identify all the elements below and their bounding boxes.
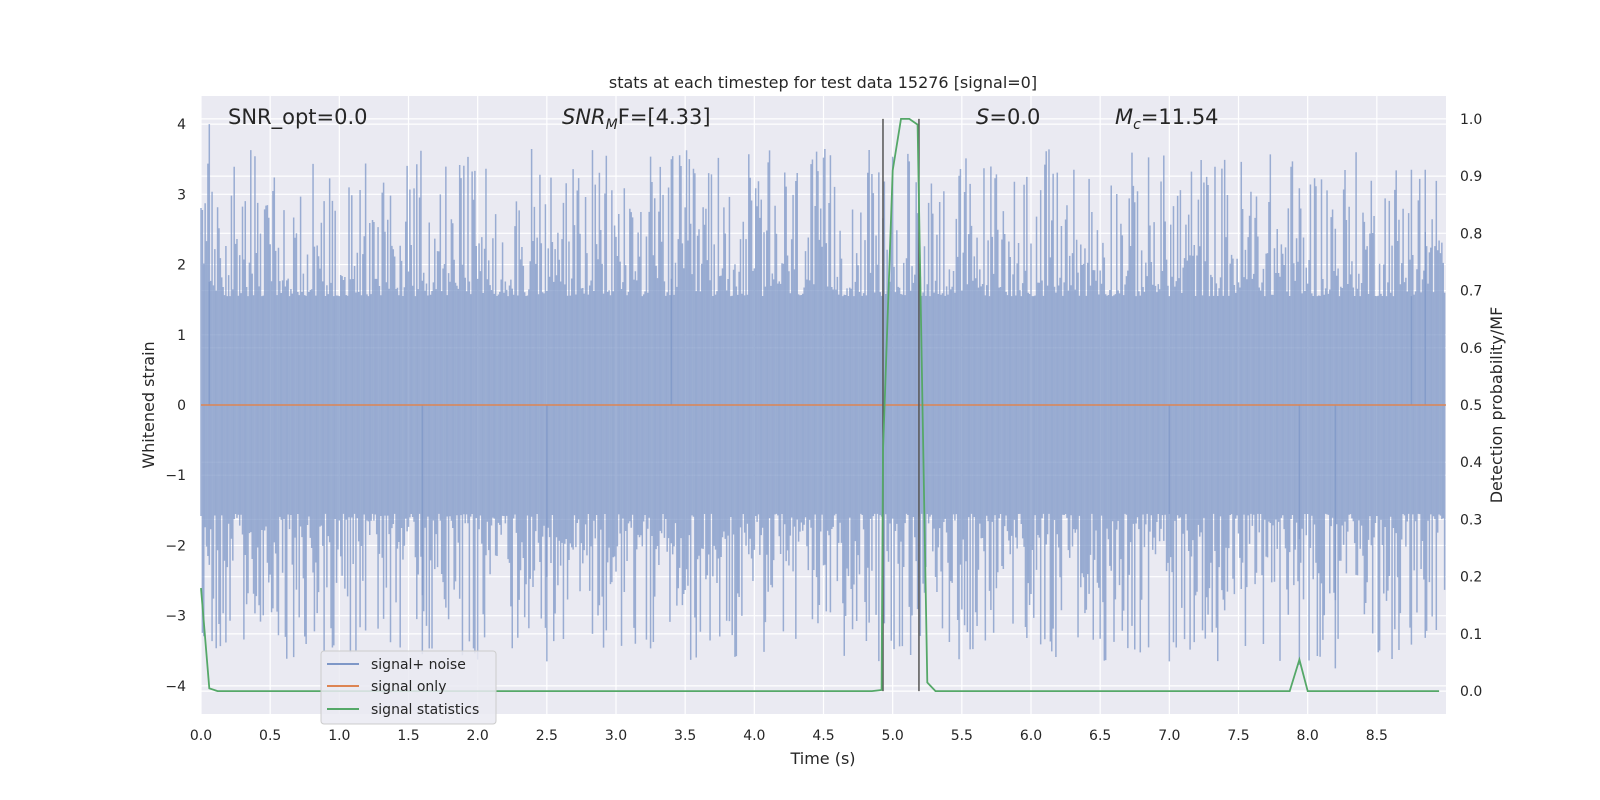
y-tick-label: −1 [165, 468, 186, 484]
x-tick-label: 2.5 [536, 728, 558, 744]
y-right-tick-label: 0.2 [1460, 570, 1482, 586]
y-right-tick-label: 0.7 [1460, 284, 1482, 300]
y-right-tick-label: 0.6 [1460, 341, 1482, 357]
x-tick-label: 5.0 [882, 728, 904, 744]
x-tick-label: 6.0 [1020, 728, 1042, 744]
y-tick-label: 0 [177, 398, 186, 414]
chart-title: stats at each timestep for test data 152… [609, 73, 1037, 92]
y-tick-label: −3 [165, 609, 186, 625]
y-axis-title: Whitened strain [139, 341, 158, 468]
legend-label-signal-only: signal only [371, 679, 446, 695]
x-tick-label: 4.5 [812, 728, 834, 744]
y-right-tick-label: 0.8 [1460, 226, 1482, 242]
x-tick-label: 2.0 [467, 728, 489, 744]
x-tick-label: 7.0 [1158, 728, 1180, 744]
y-right-tick-label: 0.0 [1460, 684, 1482, 700]
x-tick-label: 8.0 [1297, 728, 1319, 744]
x-tick-label: 0.5 [259, 728, 281, 744]
y-right-tick-label: 1.0 [1460, 112, 1482, 128]
annotation-mc-rest: =11.54 [1141, 105, 1219, 129]
annotation-mc-sub: c [1133, 117, 1141, 133]
annotation-s-rest: =0.0 [989, 105, 1040, 129]
annotation-snr-opt: SNR_opt=0.0 [228, 105, 368, 130]
y-tick-labels: 4 3 2 1 0 −1 −2 −3 −4 [165, 117, 186, 695]
x-tick-label: 3.5 [674, 728, 696, 744]
x-axis-title: Time (s) [789, 749, 855, 768]
noise-series [200, 124, 1446, 669]
y-tick-label: 1 [177, 328, 186, 344]
x-tick-label: 3.0 [605, 728, 627, 744]
y-tick-label: −4 [165, 679, 186, 695]
y-right-tick-label: 0.5 [1460, 398, 1482, 414]
annotation-mc-main: M [1115, 105, 1133, 129]
legend: signal+ noise signal only signal statist… [320, 650, 497, 725]
y-axis-right-title: Detection probability/MF [1487, 307, 1506, 504]
annotation-snr-mf-rest: F=[4.33] [618, 105, 711, 129]
annotation-snr-mf-sub: M [606, 117, 618, 133]
y-tick-label: 3 [177, 187, 186, 203]
x-tick-label: 8.5 [1366, 728, 1388, 744]
legend-label-noise: signal+ noise [371, 657, 466, 673]
annotation-snr-mf-main: SNR [562, 105, 606, 129]
y-right-tick-labels: 1.0 0.9 0.8 0.7 0.6 0.5 0.4 0.3 0.2 0.1 0.0 [1460, 112, 1482, 700]
y-tick-label: 2 [177, 258, 186, 274]
x-tick-label: 7.5 [1227, 728, 1249, 744]
y-tick-label: −2 [165, 538, 186, 554]
y-right-tick-label: 0.3 [1460, 512, 1482, 528]
y-right-tick-label: 0.4 [1460, 455, 1482, 471]
annotation-s: S=0.0 [976, 105, 1040, 129]
x-tick-label: 1.0 [328, 728, 350, 744]
y-tick-label: 4 [177, 117, 186, 133]
annotation-snr-mf: SNRMF=[4.33] [562, 105, 711, 133]
x-tick-label: 4.0 [743, 728, 765, 744]
annotation-mc: Mc=11.54 [1115, 105, 1219, 133]
y-right-tick-label: 0.9 [1460, 169, 1482, 185]
x-tick-label: 1.5 [397, 728, 419, 744]
x-tick-label: 5.5 [951, 728, 973, 744]
annotation-s-main: S [976, 105, 989, 129]
x-tick-labels: 0.0 0.5 1.0 1.5 2.0 2.5 3.0 3.5 4.0 4.5 5.0 5.5 6.0 6… [190, 728, 1388, 744]
x-tick-label: 6.5 [1089, 728, 1111, 744]
legend-box [320, 650, 497, 725]
x-tick-label: 0.0 [190, 728, 212, 744]
legend-label-signal-statistics: signal statistics [371, 702, 479, 718]
y-right-tick-label: 0.1 [1460, 627, 1482, 643]
